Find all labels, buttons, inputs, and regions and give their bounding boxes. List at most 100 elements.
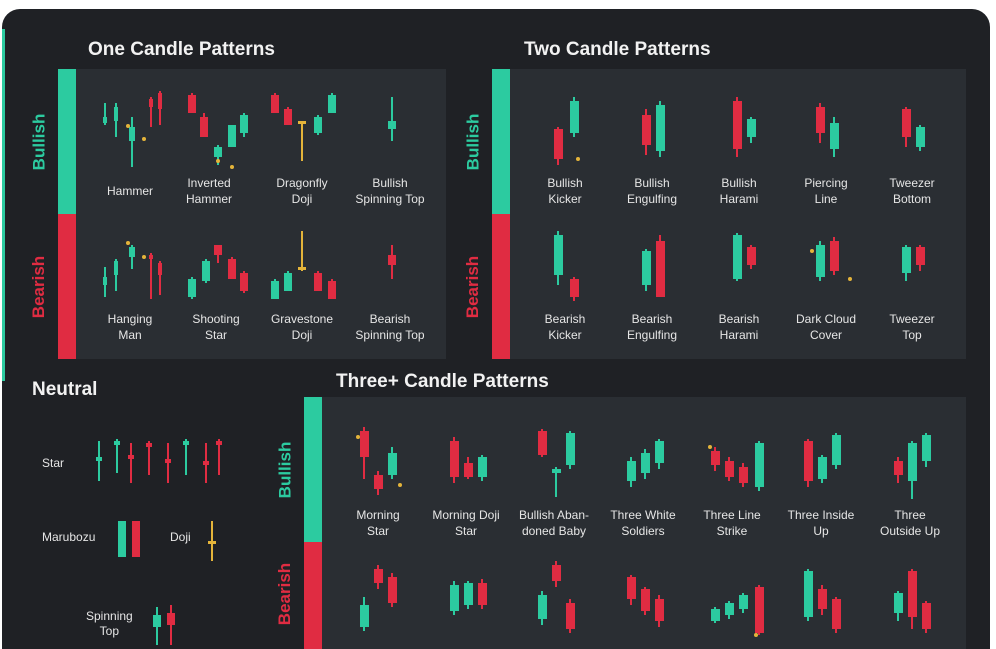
bearish-candle-icon <box>569 277 579 301</box>
bullish-candle-icon <box>754 441 764 491</box>
pattern-label: Hanging Man <box>107 312 153 342</box>
bearish-candle-icon <box>149 97 153 127</box>
neutral-title: Neutral <box>32 379 98 400</box>
pattern-label: Piercing Line <box>804 176 848 206</box>
bearish-candle-icon <box>901 107 911 147</box>
bearish-candle-icon <box>815 103 825 143</box>
bullish-candle-icon <box>831 433 841 469</box>
bearish-candle-icon <box>921 601 931 633</box>
bearish-candle-icon <box>158 261 162 295</box>
bullish-candle-icon <box>565 431 575 469</box>
accent-dot-icon <box>142 255 146 259</box>
bearish-candle-icon <box>228 257 236 279</box>
bullish-candle-icon <box>893 591 903 621</box>
one-candle-bearish-label: Bearish <box>29 255 48 318</box>
bearish-candle-icon <box>132 521 140 557</box>
doji-candle-icon <box>208 521 216 561</box>
one-candle-bullish-band <box>58 69 76 214</box>
neutral-spinning-top-label: Spinning Top <box>86 609 133 638</box>
bearish-candle-icon <box>128 443 134 483</box>
doji-candle-icon <box>298 121 306 161</box>
one-candle-bullish-label: Bullish <box>29 113 49 170</box>
bullish-candle-icon <box>118 521 126 557</box>
bullish-candle-icon <box>829 117 839 157</box>
bearish-candle-icon <box>803 439 813 487</box>
bearish-candle-icon <box>907 569 917 629</box>
pattern-label: Bearish Harami <box>718 312 760 342</box>
bullish-candle-icon <box>388 97 396 141</box>
accent-dot-icon <box>230 165 234 169</box>
bullish-candle-icon <box>314 115 322 135</box>
bearish-candle-icon <box>746 245 756 269</box>
bullish-candle-icon <box>153 607 161 645</box>
bearish-candle-icon <box>146 441 152 475</box>
bullish-candle-icon <box>626 457 636 487</box>
bearish-candle-icon <box>829 237 839 275</box>
bullish-candle-icon <box>724 601 734 619</box>
bearish-candle-icon <box>284 107 292 125</box>
one-candle-panel <box>58 69 446 359</box>
bearish-candle-icon <box>537 429 547 457</box>
bearish-candle-icon <box>817 585 827 615</box>
pattern-label: Hammer <box>106 184 154 198</box>
bearish-candle-icon <box>373 565 383 589</box>
candlestick-patterns-card: One Candle Patterns Bullish Bearish Hamm… <box>2 9 990 649</box>
bullish-candle-icon <box>103 267 107 297</box>
pattern-label: Dark Cloud Cover <box>795 312 857 342</box>
bullish-candle-icon <box>551 467 561 497</box>
bullish-candle-icon <box>328 93 336 113</box>
bearish-candle-icon <box>654 595 664 627</box>
bullish-candle-icon <box>569 97 579 137</box>
bullish-candle-icon <box>921 433 931 467</box>
three-candle-bullish-label-wrap: Bullish <box>275 397 294 542</box>
one-candle-bullish-label-wrap: Bullish <box>29 69 49 214</box>
pattern-label: Bearish Kicker <box>544 312 586 342</box>
bearish-candle-icon <box>188 93 196 113</box>
bearish-candle-icon <box>831 597 841 633</box>
neutral-marubozu-label: Marubozu <box>42 530 96 544</box>
accent-dot-icon <box>126 124 130 128</box>
pattern-label: Bullish Harami <box>719 176 759 206</box>
bullish-candle-icon <box>815 241 825 281</box>
bearish-candle-icon <box>167 605 175 645</box>
bearish-candle-icon <box>388 245 396 279</box>
bearish-candle-icon <box>724 457 734 481</box>
bearish-candle-icon <box>551 561 561 587</box>
bearish-candle-icon <box>271 93 279 113</box>
bullish-candle-icon <box>188 277 196 299</box>
one-candle-title: One Candle Patterns <box>88 39 275 60</box>
bullish-candle-icon <box>387 447 397 479</box>
pattern-label: Bullish Aban- doned Baby <box>518 508 590 538</box>
pattern-label: Gravestone Doji <box>270 312 334 342</box>
pattern-label: Bearish Spinning Top <box>355 312 425 342</box>
bullish-candle-icon <box>732 233 742 281</box>
pattern-label: Morning Star <box>356 508 400 538</box>
two-candle-bullish-label-wrap: Bullish <box>463 69 482 214</box>
bearish-candle-icon <box>200 113 208 137</box>
bullish-candle-icon <box>359 597 369 631</box>
two-candle-title: Two Candle Patterns <box>524 39 711 60</box>
bullish-candle-icon <box>129 117 135 167</box>
bearish-candle-icon <box>314 271 322 291</box>
bearish-candle-icon <box>463 457 473 479</box>
one-candle-bearish-band <box>58 214 76 359</box>
bearish-candle-icon <box>754 585 764 635</box>
bullish-candle-icon <box>228 125 236 147</box>
bearish-candle-icon <box>640 587 650 615</box>
left-accent-line <box>2 29 5 381</box>
three-candle-bearish-label: Bearish <box>275 562 294 626</box>
bullish-candle-icon <box>114 103 118 137</box>
bullish-candle-icon <box>907 441 917 499</box>
accent-dot-icon <box>848 277 852 281</box>
pattern-label: Three Inside Up <box>787 508 855 538</box>
bearish-candle-icon <box>915 245 925 271</box>
bullish-candle-icon <box>271 279 279 299</box>
bearish-candle-icon <box>641 109 651 155</box>
bearish-candle-icon <box>214 245 222 263</box>
pattern-label: Three Outside Up <box>879 508 941 538</box>
bearish-candle-icon <box>449 437 459 483</box>
bearish-candle-icon <box>655 235 665 297</box>
bullish-candle-icon <box>202 259 210 283</box>
bullish-candle-icon <box>710 607 720 623</box>
bullish-candle-icon <box>803 569 813 621</box>
